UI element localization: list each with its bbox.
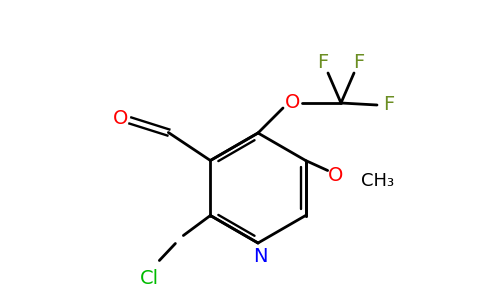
Text: F: F (383, 95, 394, 115)
Text: O: O (328, 166, 343, 185)
Text: F: F (353, 53, 364, 73)
Text: O: O (113, 109, 128, 128)
Text: F: F (318, 53, 329, 73)
Text: Cl: Cl (140, 269, 159, 288)
Text: CH₃: CH₃ (361, 172, 394, 190)
Text: N: N (253, 247, 267, 266)
Text: O: O (285, 94, 301, 112)
